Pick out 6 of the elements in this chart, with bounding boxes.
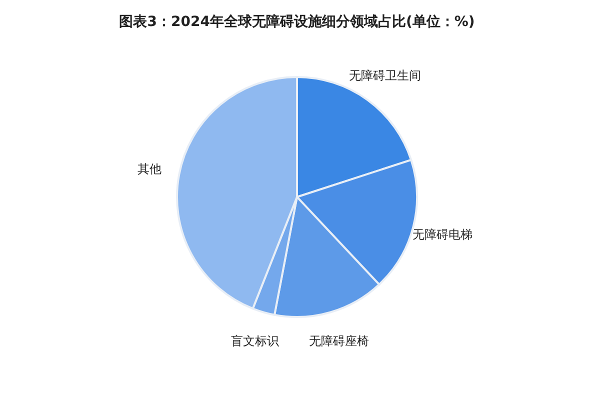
slice-label: 无障碍座椅 [308, 334, 369, 348]
slice-label: 盲文标识 [231, 334, 280, 348]
chart-title: 图表3：2024年全球无障碍设施细分领域占比(单位：%) [119, 13, 475, 30]
slice-label: 无障碍卫生间 [349, 68, 422, 83]
slice-label: 无障碍电梯 [412, 227, 472, 242]
slice-label: 其他 [138, 162, 162, 176]
